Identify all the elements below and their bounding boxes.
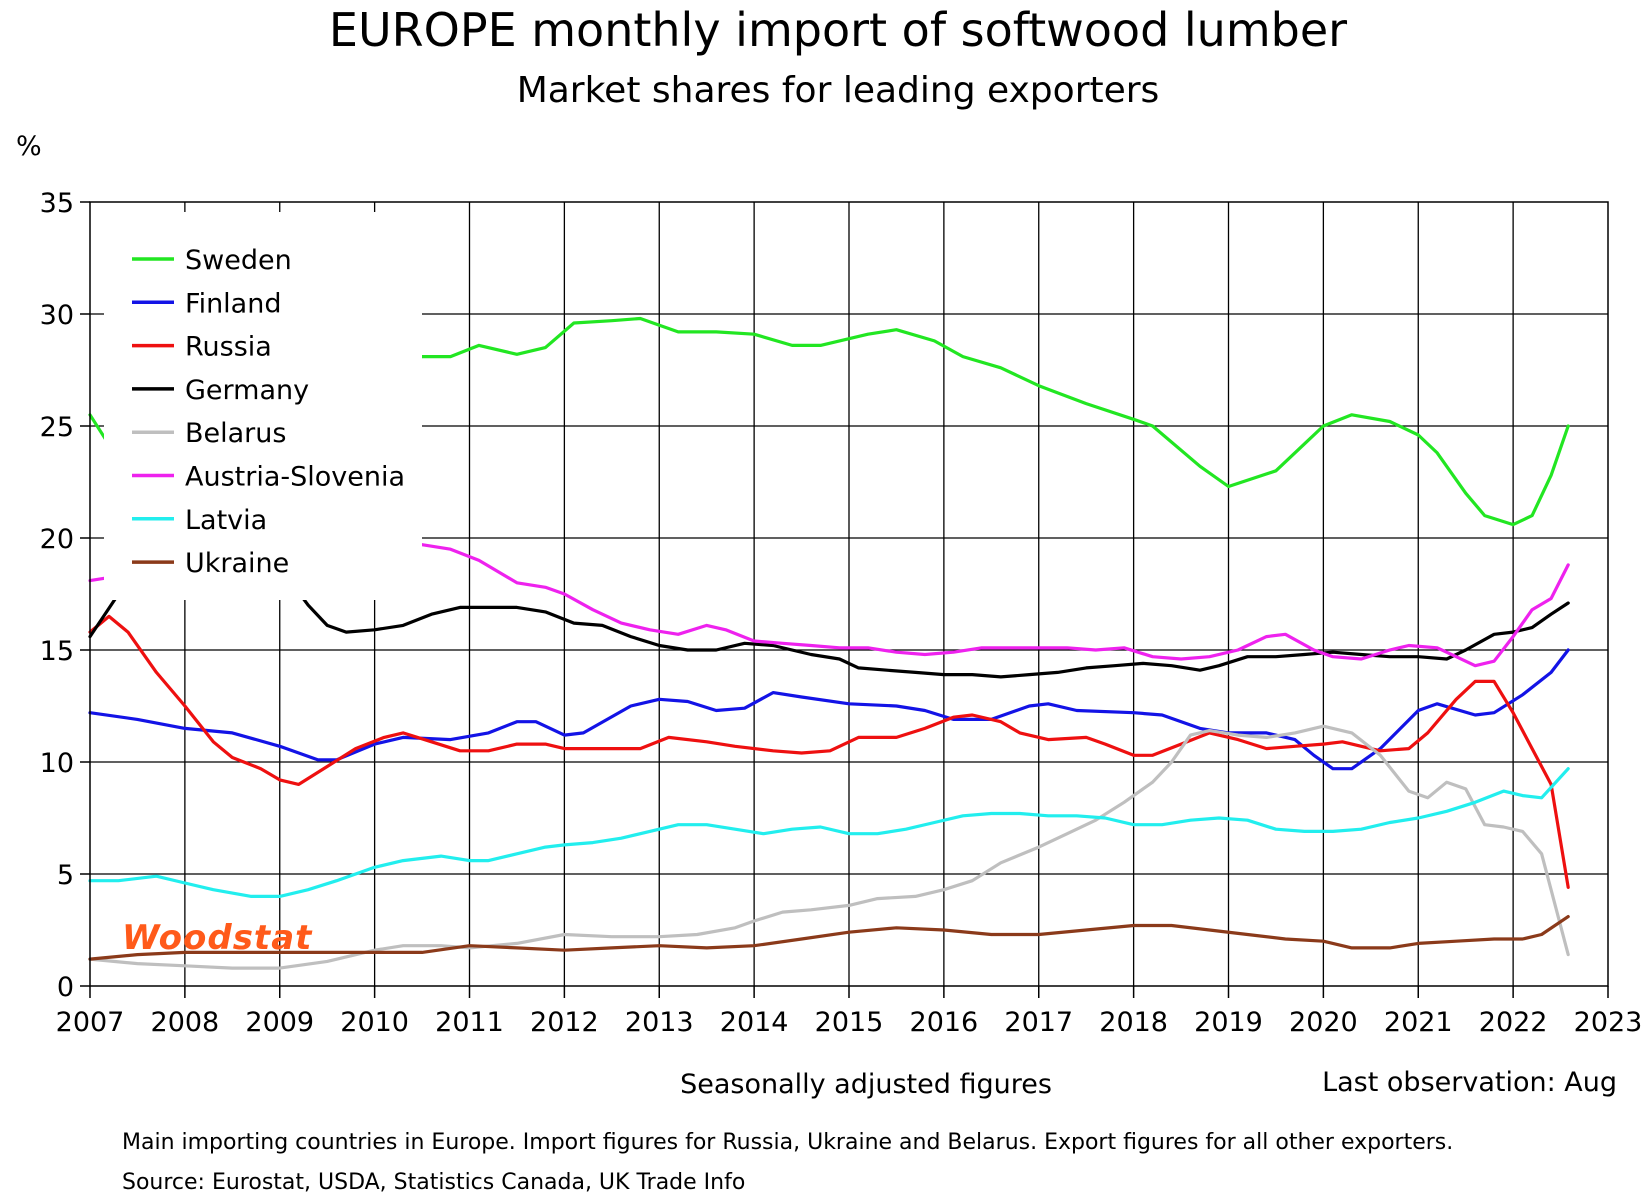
legend-label-ukraine: Ukraine	[185, 548, 289, 579]
legend-label-belarus: Belarus	[185, 418, 286, 449]
x-tick-label: 2010	[340, 1007, 409, 1038]
series-line-belarus	[88, 724, 1570, 970]
series-line-ukraine	[88, 915, 1570, 961]
x-tick-label: 2009	[245, 1007, 314, 1038]
x-tick-label: 2022	[1479, 1007, 1548, 1038]
legend-label-latvia: Latvia	[185, 505, 267, 536]
x-tick-label: 2011	[435, 1007, 504, 1038]
footnote-source: Source: Eurostat, USDA, Statistics Canad…	[122, 1170, 745, 1195]
y-tick-label: 5	[57, 860, 74, 891]
series-lines	[88, 316, 1570, 970]
legend-label-russia: Russia	[185, 332, 272, 363]
legend-label-finland: Finland	[185, 288, 281, 319]
x-tick-label: 2015	[815, 1007, 884, 1038]
x-tick-label: 2013	[625, 1007, 694, 1038]
footnote-importing: Main importing countries in Europe. Impo…	[122, 1130, 1453, 1155]
y-tick-label: 0	[57, 972, 74, 1003]
x-tick-label: 2019	[1194, 1007, 1263, 1038]
chart-subtitle: Market shares for leading exporters	[517, 70, 1160, 111]
y-tick-label: 35	[40, 188, 74, 219]
y-tick-label: 10	[40, 748, 74, 779]
y-tick-label: 30	[40, 300, 74, 331]
x-tick-label: 2016	[910, 1007, 979, 1038]
series-line-sweden	[88, 316, 1570, 527]
series-line-latvia	[88, 767, 1570, 898]
x-tick-label: 2021	[1384, 1007, 1453, 1038]
legend-background	[104, 212, 422, 600]
y-tick-label: 25	[40, 412, 74, 443]
axes: 2007 2008 2009 2010 2011 2012 2013 2014 2015 2016…	[40, 188, 1643, 1038]
x-tick-label: 2014	[720, 1007, 789, 1038]
series-line-finland	[88, 648, 1570, 771]
x-tick-label: 2017	[1004, 1007, 1073, 1038]
legend-label-germany: Germany	[185, 375, 309, 406]
seasonal-note: Seasonally adjusted figures	[680, 1069, 1052, 1100]
legend-label-austria-slovenia: Austria-Slovenia	[185, 462, 405, 493]
x-tick-label: 2023	[1574, 1007, 1643, 1038]
legend-label-sweden: Sweden	[185, 245, 292, 276]
y-tick-label: 15	[40, 636, 74, 667]
y-axis-label: %	[16, 131, 42, 162]
last-observation-note: Last observation: Aug	[1322, 1067, 1617, 1098]
series-line-austria-slovenia	[88, 529, 1570, 668]
woodstat-logo: Woodstat	[122, 918, 313, 958]
x-tick-label: 2020	[1289, 1007, 1358, 1038]
x-tick-label: 2018	[1099, 1007, 1168, 1038]
legend: Sweden Finland Russia Germany Belarus Austria…	[132, 245, 405, 579]
chart-title: EUROPE monthly import of softwood lumber	[329, 3, 1347, 57]
x-tick-label: 2008	[151, 1007, 220, 1038]
x-tick-label: 2012	[530, 1007, 599, 1038]
x-tick-label: 2007	[56, 1007, 125, 1038]
y-tick-label: 20	[40, 524, 74, 555]
